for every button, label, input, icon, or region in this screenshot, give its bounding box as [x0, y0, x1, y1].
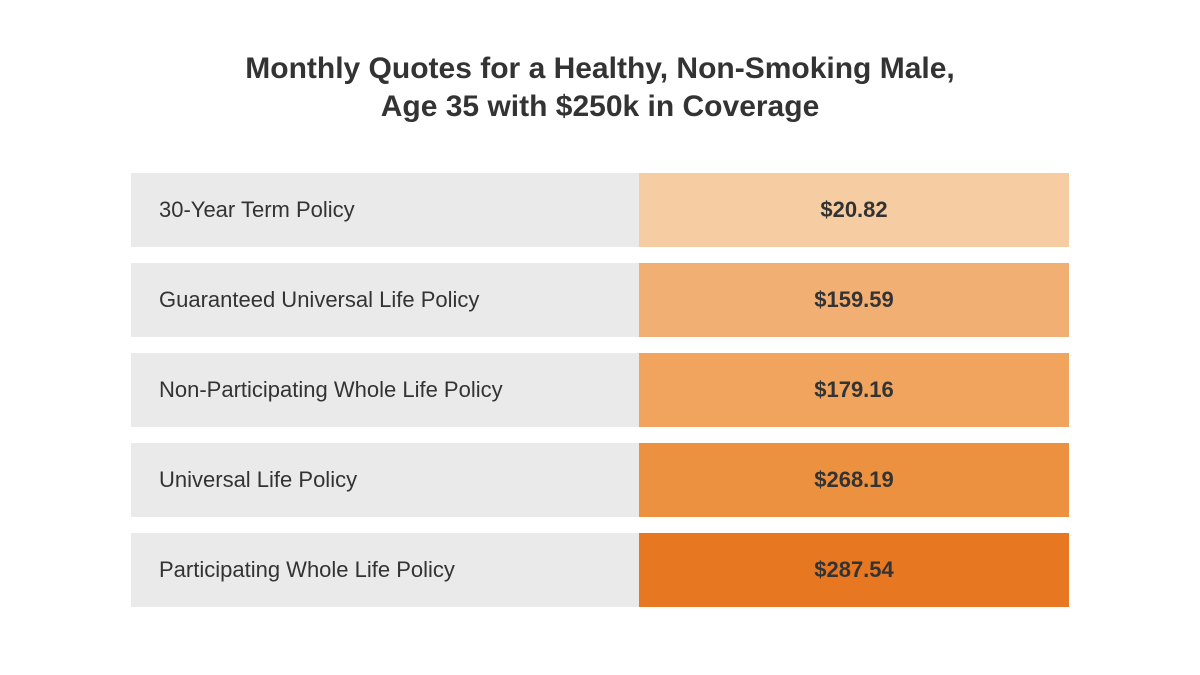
quotes-table: 30-Year Term Policy$20.82Guaranteed Univ… — [131, 173, 1069, 607]
policy-price: $268.19 — [639, 443, 1069, 517]
policy-price: $179.16 — [639, 353, 1069, 427]
policy-label: Non-Participating Whole Life Policy — [131, 353, 639, 427]
table-row: Participating Whole Life Policy$287.54 — [131, 533, 1069, 607]
table-row: Universal Life Policy$268.19 — [131, 443, 1069, 517]
policy-price: $287.54 — [639, 533, 1069, 607]
chart-title-line-1: Monthly Quotes for a Healthy, Non-Smokin… — [245, 52, 955, 85]
policy-price: $159.59 — [639, 263, 1069, 337]
policy-price: $20.82 — [639, 173, 1069, 247]
chart-title: Monthly Quotes for a Healthy, Non-Smokin… — [245, 50, 955, 125]
table-row: Guaranteed Universal Life Policy$159.59 — [131, 263, 1069, 337]
table-row: 30-Year Term Policy$20.82 — [131, 173, 1069, 247]
policy-label: Guaranteed Universal Life Policy — [131, 263, 639, 337]
table-row: Non-Participating Whole Life Policy$179.… — [131, 353, 1069, 427]
chart-title-line-2: Age 35 with $250k in Coverage — [381, 90, 820, 123]
policy-label: Universal Life Policy — [131, 443, 639, 517]
policy-label: Participating Whole Life Policy — [131, 533, 639, 607]
policy-label: 30-Year Term Policy — [131, 173, 639, 247]
